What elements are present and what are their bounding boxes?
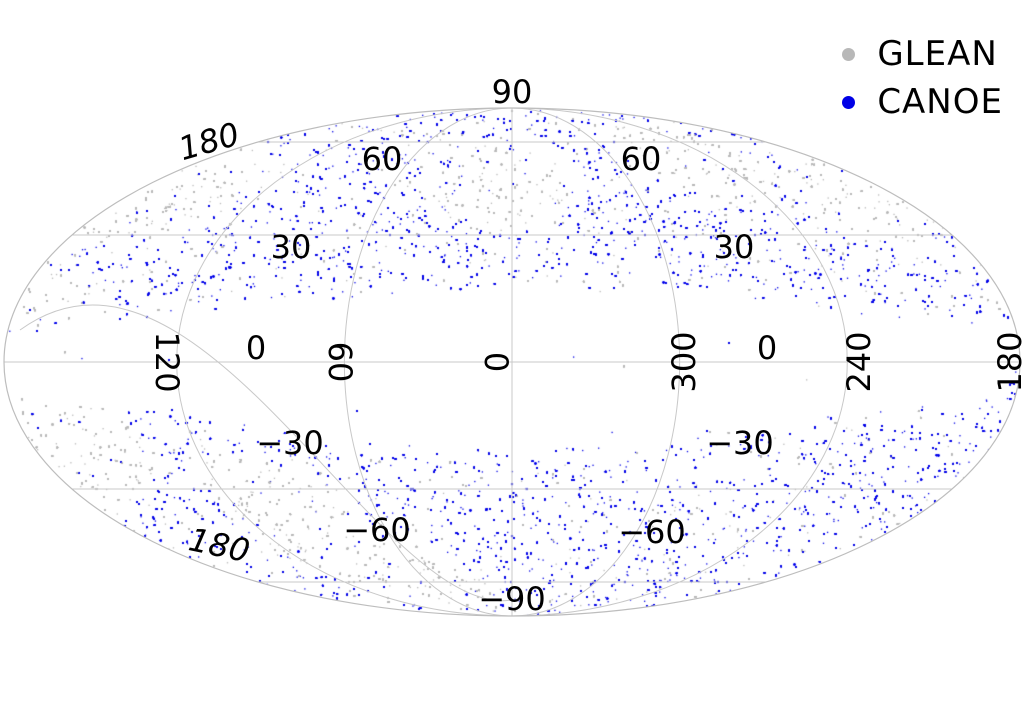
legend-label-glean: GLEAN: [877, 34, 998, 74]
lat-label-30-left: 30: [271, 228, 312, 266]
grid-meridian-left-0: [343, 108, 513, 616]
grid-meridian-left-1: [176, 108, 513, 616]
lon-label-180: 180: [991, 331, 1025, 392]
grid-equatorial-curve: [19, 304, 513, 602]
sky-outline: [3, 107, 1021, 617]
lat-label-minus30-left: −30: [256, 424, 324, 462]
lon-label-0: 0: [477, 352, 515, 372]
legend-item-glean: GLEAN: [842, 30, 1003, 78]
lat-label-90: 90: [492, 73, 533, 111]
legend-marker-glean: [842, 47, 856, 61]
lat-label-minus60-right: −60: [618, 513, 686, 551]
lon-label-60: 60: [321, 342, 359, 383]
legend-label-canoe: CANOE: [877, 82, 1003, 122]
lat-label-minus90: −90: [478, 580, 546, 618]
grid-meridian-right-1: [511, 108, 848, 616]
lat-label-30-right: 30: [714, 228, 755, 266]
lat-label-minus60-left: −60: [343, 511, 411, 549]
lat-label-0-left: 0: [246, 329, 266, 367]
lat-label-60-left: 60: [362, 140, 403, 178]
lon-label-120: 120: [148, 331, 186, 392]
coordinate-grid: [4, 108, 1020, 616]
lon-label-240: 240: [840, 331, 878, 392]
lat-label-minus30-right: −30: [706, 424, 774, 462]
legend: GLEAN CANOE: [842, 30, 1003, 126]
lat-label-60-right: 60: [621, 140, 662, 178]
lon-label-300: 300: [665, 331, 703, 392]
legend-item-canoe: CANOE: [842, 78, 1003, 126]
grid-meridian-right-0: [511, 108, 681, 616]
legend-marker-canoe: [842, 95, 856, 109]
lat-label-0-right: 0: [757, 329, 777, 367]
